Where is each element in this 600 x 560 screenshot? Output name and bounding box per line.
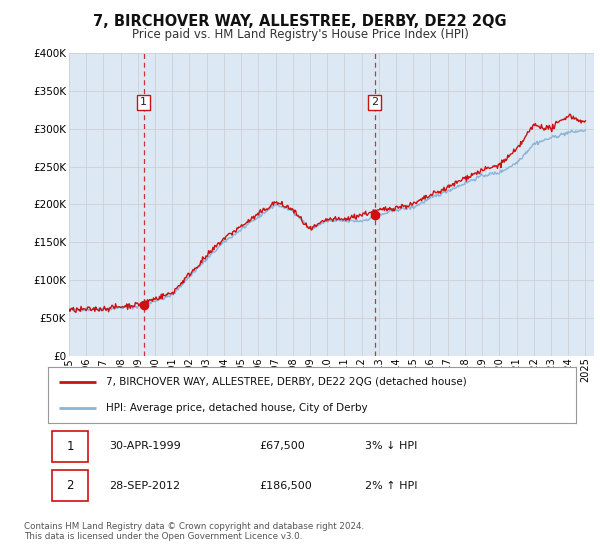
Text: This data is licensed under the Open Government Licence v3.0.: This data is licensed under the Open Gov…	[24, 532, 302, 541]
Text: 7, BIRCHOVER WAY, ALLESTREE, DERBY, DE22 2QG (detached house): 7, BIRCHOVER WAY, ALLESTREE, DERBY, DE22…	[106, 377, 467, 387]
Text: 3% ↓ HPI: 3% ↓ HPI	[365, 441, 417, 451]
Text: £67,500: £67,500	[259, 441, 305, 451]
Text: 2: 2	[371, 97, 378, 108]
Text: Contains HM Land Registry data © Crown copyright and database right 2024.: Contains HM Land Registry data © Crown c…	[24, 522, 364, 531]
FancyBboxPatch shape	[52, 431, 88, 462]
Text: 2% ↑ HPI: 2% ↑ HPI	[365, 480, 418, 491]
Text: 1: 1	[140, 97, 147, 108]
Text: HPI: Average price, detached house, City of Derby: HPI: Average price, detached house, City…	[106, 403, 368, 413]
Text: 1: 1	[67, 440, 74, 453]
Text: £186,500: £186,500	[259, 480, 312, 491]
Text: Price paid vs. HM Land Registry's House Price Index (HPI): Price paid vs. HM Land Registry's House …	[131, 28, 469, 41]
FancyBboxPatch shape	[52, 470, 88, 501]
Text: 7, BIRCHOVER WAY, ALLESTREE, DERBY, DE22 2QG: 7, BIRCHOVER WAY, ALLESTREE, DERBY, DE22…	[93, 14, 507, 29]
Text: 30-APR-1999: 30-APR-1999	[109, 441, 181, 451]
Text: 2: 2	[67, 479, 74, 492]
Text: 28-SEP-2012: 28-SEP-2012	[109, 480, 180, 491]
